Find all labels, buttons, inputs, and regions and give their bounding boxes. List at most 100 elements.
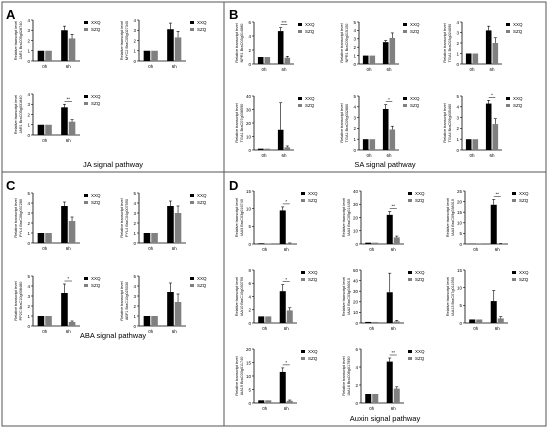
y-axis-label: JAR1 BraC05g031840: [19, 96, 23, 134]
legend-swatch: [408, 278, 412, 281]
y-tick-label: 2: [353, 45, 356, 50]
x-tick-label: 6h: [391, 247, 397, 252]
legend-label: XXQ: [197, 193, 207, 198]
legend-label: XXQ: [410, 22, 420, 27]
y-tick-label: 3: [133, 28, 136, 33]
significance-marker: *: [285, 360, 287, 365]
legend-swatch: [84, 284, 88, 287]
y-tick-label: 8: [248, 268, 251, 273]
x-tick-label: 6h: [66, 138, 72, 143]
y-axis-label: Relative transcript level: [443, 23, 447, 62]
bar-xxq: [280, 372, 286, 403]
x-tick-label: 6h: [495, 326, 501, 331]
legend-label: XXQ: [415, 349, 425, 354]
x-tick-label: 6h: [284, 406, 290, 411]
panel-letter-d: D: [229, 178, 238, 193]
bar-szq: [151, 51, 158, 61]
legend-swatch: [298, 30, 302, 33]
y-axis-label: IAA3 BraC05g014450: [347, 199, 351, 236]
y-tick-label: 0: [248, 401, 251, 406]
legend-swatch: [301, 192, 305, 195]
bar-szq: [151, 233, 158, 243]
y-tick-label: 10: [246, 374, 252, 379]
legend-label: SZQ: [519, 277, 529, 282]
y-axis-label: Relative transcript level: [14, 95, 18, 134]
y-axis-label: Relative transcript level: [14, 281, 18, 320]
y-tick-label: 4: [133, 284, 136, 289]
bar-szq: [265, 400, 271, 403]
x-tick-label: 6h: [489, 153, 495, 158]
bar-szq: [493, 43, 499, 64]
bar-szq: [175, 37, 182, 61]
legend-swatch: [506, 97, 510, 100]
bar-xxq: [280, 291, 286, 323]
y-tick-label: 1: [27, 314, 30, 319]
bar-szq: [498, 318, 504, 323]
y-tick-label: 4: [248, 34, 251, 39]
bar-szq: [394, 237, 400, 244]
y-tick-label: 30: [353, 289, 359, 294]
legend-swatch: [84, 102, 88, 105]
x-tick-label: 0h: [369, 247, 375, 252]
x-tick-label: 0h: [366, 153, 372, 158]
panel-title-d: Auxin signal pathway: [350, 414, 421, 423]
y-axis-label: Relative transcript level: [342, 277, 346, 316]
bar-xxq: [363, 139, 369, 150]
y-tick-label: 3: [27, 102, 30, 107]
panel-title-b: SA signal pathway: [354, 160, 416, 169]
y-axis-label: IAA2 BraC03g036010: [347, 278, 351, 315]
bar-szq: [287, 401, 293, 403]
legend-swatch: [190, 284, 194, 287]
bar-szq: [265, 149, 271, 150]
legend-label: SZQ: [91, 283, 101, 288]
bar-szq: [45, 125, 52, 135]
y-tick-label: 2: [133, 38, 136, 43]
legend-label: SZQ: [513, 29, 523, 34]
y-axis-label: TGA1 BraC03g024690: [448, 24, 452, 63]
panel-title-c: ABA signal pathway: [80, 331, 147, 340]
y-tick-label: 2: [248, 308, 251, 313]
y-axis-label: IAA3 BraC03g016740: [240, 199, 244, 236]
bar-szq: [372, 322, 378, 323]
y-tick-label: 2: [456, 126, 459, 131]
bar-xxq: [38, 233, 45, 243]
y-tick-label: 0: [27, 59, 30, 64]
y-axis-label: PYL4 BraC06g037280: [19, 199, 23, 237]
legend-swatch: [301, 278, 305, 281]
y-tick-label: 5: [27, 274, 30, 279]
bar-szq: [175, 302, 182, 326]
legend-label: SZQ: [305, 29, 315, 34]
y-tick-label: 0: [353, 148, 356, 153]
y-tick-label: 15: [246, 189, 252, 194]
legend-swatch: [403, 97, 407, 100]
bar-xxq: [258, 243, 264, 244]
y-axis-label: Relative transcript level: [340, 103, 344, 142]
y-tick-label: 1: [353, 137, 356, 142]
y-tick-label: 0: [456, 62, 459, 67]
y-tick-label: 10: [246, 134, 252, 139]
x-tick-label: 0h: [369, 326, 375, 331]
bar-szq: [372, 394, 378, 403]
y-tick-label: 1: [133, 49, 136, 54]
y-axis-label: TGA4 BraC09g035460: [448, 104, 452, 143]
bar-xxq: [258, 149, 264, 150]
bar-szq: [394, 321, 400, 323]
x-tick-label: 6h: [284, 247, 290, 252]
significance-marker: **: [66, 96, 70, 101]
y-tick-label: 5: [133, 274, 136, 279]
y-tick-label: 5: [133, 191, 136, 196]
x-tick-label: 0h: [261, 67, 267, 72]
legend-swatch: [190, 201, 194, 204]
legend-label: XXQ: [519, 270, 529, 275]
legend-label: SZQ: [197, 283, 207, 288]
legend-label: XXQ: [308, 349, 318, 354]
legend-swatch: [298, 23, 302, 26]
bar-xxq: [365, 394, 371, 403]
bar-xxq: [491, 301, 497, 323]
y-tick-label: 0: [248, 321, 251, 326]
x-tick-label: 0h: [369, 406, 375, 411]
x-tick-label: 0h: [148, 64, 154, 69]
y-tick-label: 25: [457, 189, 463, 194]
bar-szq: [370, 139, 376, 150]
